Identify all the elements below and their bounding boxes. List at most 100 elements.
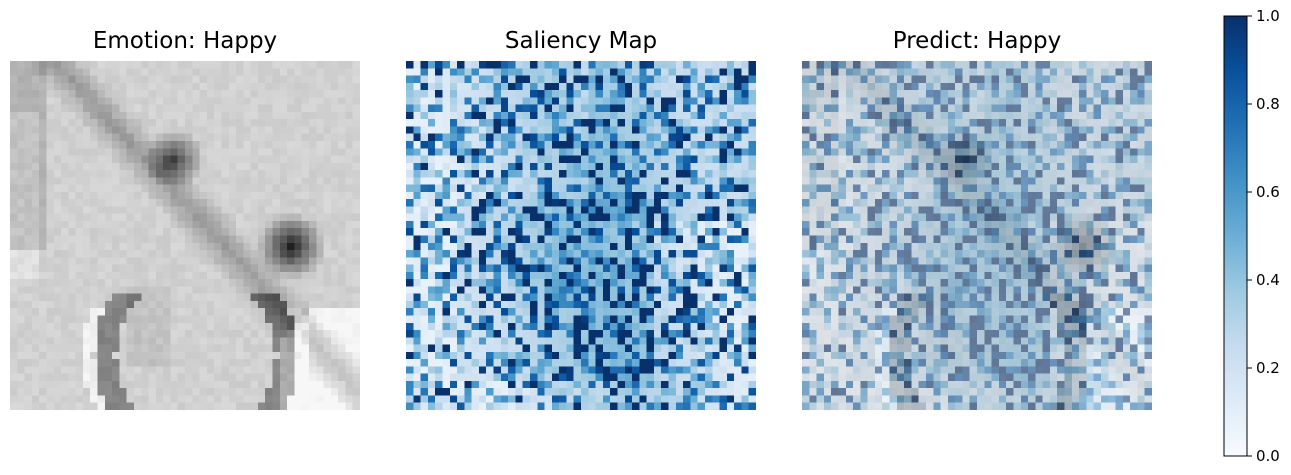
face-pixel bbox=[214, 97, 222, 105]
saliency-pixel bbox=[537, 250, 545, 258]
face-pixel bbox=[112, 250, 120, 258]
face-pixel bbox=[119, 388, 127, 396]
face-pixel bbox=[257, 337, 266, 345]
face-pixel bbox=[192, 366, 200, 374]
face-pixel bbox=[104, 213, 113, 222]
saliency-pixel bbox=[712, 104, 720, 113]
face-pixel bbox=[155, 162, 164, 171]
saliency-pixel bbox=[712, 191, 720, 200]
face-pixel bbox=[31, 170, 40, 178]
saliency-pixel bbox=[500, 300, 509, 309]
saliency-pixel bbox=[741, 148, 749, 156]
face-pixel bbox=[308, 90, 317, 98]
saliency-pixel bbox=[493, 184, 501, 193]
saliency-pixel bbox=[610, 228, 618, 236]
overlay-pixel bbox=[998, 104, 1007, 113]
overlay-pixel bbox=[925, 75, 934, 83]
saliency-pixel bbox=[544, 279, 552, 287]
face-pixel bbox=[272, 330, 280, 338]
saliency-pixel bbox=[632, 366, 640, 374]
saliency-pixel bbox=[741, 286, 749, 294]
saliency-pixel bbox=[712, 82, 720, 91]
face-pixel bbox=[272, 184, 280, 193]
face-pixel bbox=[265, 395, 273, 403]
saliency-pixel bbox=[748, 359, 756, 367]
overlay-pixel bbox=[984, 97, 992, 105]
face-pixel bbox=[75, 337, 84, 345]
face-pixel bbox=[308, 337, 317, 345]
face-pixel bbox=[279, 279, 288, 287]
saliency-pixel bbox=[653, 330, 662, 338]
face-pixel bbox=[155, 250, 164, 258]
face-pixel bbox=[112, 388, 120, 396]
face-pixel bbox=[119, 395, 127, 403]
saliency-pixel bbox=[464, 308, 472, 316]
saliency-pixel bbox=[602, 133, 611, 142]
saliency-pixel bbox=[683, 148, 691, 156]
face-pixel bbox=[97, 228, 105, 236]
face-pixel bbox=[301, 264, 310, 272]
overlay-pixel bbox=[998, 75, 1007, 83]
face-pixel bbox=[39, 337, 47, 345]
saliency-pixel bbox=[566, 119, 574, 127]
face-pixel bbox=[148, 359, 156, 367]
saliency-pixel bbox=[457, 75, 465, 83]
saliency-pixel bbox=[581, 82, 589, 91]
face-pixel bbox=[90, 140, 98, 149]
saliency-pixel bbox=[617, 242, 625, 251]
face-pixel bbox=[228, 155, 237, 163]
face-pixel bbox=[330, 199, 339, 207]
saliency-pixel bbox=[617, 300, 625, 309]
face-pixel bbox=[177, 380, 186, 389]
saliency-pixel bbox=[449, 359, 458, 367]
saliency-pixel bbox=[719, 293, 727, 302]
overlay-pixel bbox=[1020, 104, 1029, 113]
saliency-pixel bbox=[435, 300, 443, 309]
face-pixel bbox=[24, 82, 33, 91]
face-pixel bbox=[177, 344, 186, 352]
saliency-pixel bbox=[537, 206, 545, 214]
saliency-pixel bbox=[442, 315, 450, 323]
face-pixel bbox=[301, 213, 310, 222]
saliency-pixel bbox=[661, 366, 669, 374]
saliency-pixel bbox=[646, 111, 655, 120]
face-pixel bbox=[206, 184, 215, 193]
face-pixel bbox=[221, 279, 229, 287]
saliency-pixel bbox=[420, 68, 429, 76]
saliency-pixel bbox=[406, 61, 414, 69]
face-pixel bbox=[301, 75, 310, 83]
saliency-pixel bbox=[566, 242, 574, 251]
saliency-pixel bbox=[661, 155, 669, 163]
overlay-pixel bbox=[1028, 82, 1036, 91]
face-pixel bbox=[163, 322, 171, 331]
saliency-pixel bbox=[478, 235, 487, 243]
face-pixel bbox=[170, 330, 178, 338]
face-pixel bbox=[177, 315, 186, 323]
saliency-pixel bbox=[435, 373, 443, 382]
face-pixel bbox=[294, 286, 302, 294]
overlay-pixel bbox=[1028, 61, 1036, 69]
saliency-pixel bbox=[675, 300, 684, 309]
saliency-pixel bbox=[522, 199, 531, 207]
saliency-pixel bbox=[537, 286, 545, 294]
face-pixel bbox=[228, 111, 237, 120]
saliency-pixel bbox=[478, 191, 487, 200]
face-pixel bbox=[46, 279, 54, 287]
face-pixel bbox=[206, 380, 215, 389]
saliency-pixel bbox=[435, 155, 443, 163]
overlay-pixel bbox=[1049, 90, 1058, 98]
face-pixel bbox=[228, 271, 237, 280]
saliency-pixel bbox=[668, 250, 676, 258]
face-pixel bbox=[148, 373, 156, 382]
overlay-pixel bbox=[984, 61, 992, 69]
saliency-pixel bbox=[617, 235, 625, 243]
face-pixel bbox=[119, 140, 127, 149]
face-pixel bbox=[338, 148, 346, 156]
saliency-pixel bbox=[683, 133, 691, 142]
face-pixel bbox=[61, 402, 69, 410]
saliency-pixel bbox=[427, 264, 436, 272]
saliency-pixel bbox=[697, 300, 706, 309]
face-pixel bbox=[279, 75, 288, 83]
saliency-pixel bbox=[406, 68, 414, 76]
face-pixel bbox=[243, 344, 251, 352]
